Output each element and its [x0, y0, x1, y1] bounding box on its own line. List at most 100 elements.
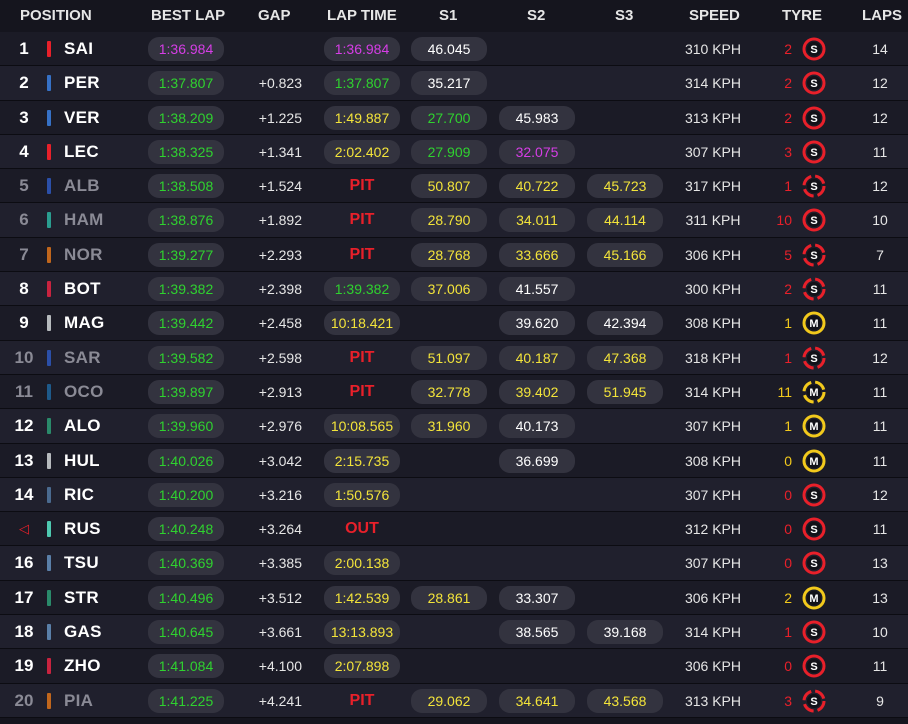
driver-row[interactable]: 20 PIA 1:41.225 +4.241 PIT 29.062 34.641 43.568… — [0, 683, 908, 718]
tyre-age: 11 — [777, 383, 792, 400]
sector-s1-time: 27.700 — [411, 105, 487, 130]
sector-s1-time: 28.861 — [411, 585, 487, 610]
last-lap-time: 10:08.565 — [324, 414, 400, 439]
last-lap-time: 2:00.138 — [324, 551, 400, 576]
best-lap-time: 1:40.369 — [148, 551, 224, 576]
sector-s3-time: 42.394 — [587, 311, 663, 336]
driver-code: HUL — [64, 450, 100, 470]
speed-trap: 308 KPH — [684, 452, 742, 469]
soft-tyre-icon: S — [802, 208, 826, 232]
driver-code: LEC — [64, 141, 99, 161]
driver-row[interactable]: 18 GAS 1:40.645 +3.661 13:13.893 38.565 39.168… — [0, 615, 908, 650]
sector-s2-time: 39.402 — [499, 379, 575, 404]
svg-text:S: S — [810, 181, 817, 193]
sector-s1-time: 28.768 — [411, 242, 487, 267]
position-number: 10 — [14, 347, 34, 367]
driver-row[interactable]: 14 RIC 1:40.200 +3.216 1:50.576 307 KPH 0 S 12 — [0, 477, 908, 513]
best-lap-time: 1:37.807 — [148, 71, 224, 96]
driver-code: SAI — [64, 39, 94, 58]
pit-status: PIT — [349, 245, 375, 263]
lap-count: 11 — [872, 315, 888, 332]
best-lap-time: 1:38.209 — [148, 105, 224, 130]
driver-row[interactable]: 1 SAI 1:36.984 1:36.984 46.045 310 KPH 2 S 14 — [0, 32, 908, 67]
driver-row[interactable]: 9 MAG 1:39.442 +2.458 10:18.421 39.620 42.394 3… — [0, 306, 908, 341]
sector-s2-time: 41.557 — [499, 277, 575, 302]
team-color-bar — [47, 589, 51, 606]
tyre-age: 1 — [784, 418, 792, 435]
lap-count: 11 — [872, 418, 888, 435]
header-laps: LAPS — [862, 7, 903, 24]
team-color-bar — [47, 349, 51, 366]
position-number: 17 — [14, 587, 34, 607]
driver-code: BOT — [64, 279, 101, 299]
header-speed: SPEED — [689, 7, 740, 24]
gap-value: +2.293 — [258, 246, 302, 263]
pit-status: PIT — [349, 691, 375, 709]
team-color-bar — [47, 383, 51, 400]
sector-s1-time: 31.960 — [411, 414, 487, 439]
gap-value: +3.512 — [258, 589, 302, 606]
lap-count: 11 — [872, 383, 888, 400]
sector-s3-time: 45.723 — [587, 174, 663, 199]
pit-status: PIT — [349, 177, 375, 195]
tyre-age: 1 — [784, 315, 792, 332]
soft-tyre-icon: S — [802, 620, 826, 644]
team-color-bar — [47, 555, 51, 572]
driver-row[interactable]: 3 VER 1:38.209 +1.225 1:49.887 27.700 45.983 31… — [0, 100, 908, 135]
gap-value: +3.042 — [258, 452, 302, 469]
driver-row[interactable]: 6 HAM 1:38.876 +1.892 PIT 28.790 34.011 44.114 3… — [0, 203, 908, 238]
team-color-bar — [47, 692, 51, 709]
tyre-age: 3 — [784, 143, 792, 160]
sector-s3-time: 44.114 — [587, 208, 663, 233]
driver-row[interactable]: 12 ALO 1:39.960 +2.976 10:08.565 31.960 40.173… — [0, 409, 908, 444]
driver-row[interactable]: 17 STR 1:40.496 +3.512 1:42.539 28.861 33.307 3… — [0, 580, 908, 616]
driver-row[interactable]: ◁ RUS 1:40.248 +3.264 OUT 312 KPH 0 S 11 — [0, 512, 908, 547]
tyre-age: 2 — [784, 589, 792, 606]
svg-text:S: S — [810, 627, 817, 639]
driver-row[interactable]: 2 PER 1:37.807 +0.823 1:37.807 35.217 314 KPH 2… — [0, 66, 908, 101]
driver-row[interactable]: 8 BOT 1:39.382 +2.398 1:39.382 37.006 41.557 30… — [0, 272, 908, 307]
tyre-age: 2 — [784, 281, 792, 298]
lap-count: 13 — [872, 555, 888, 572]
driver-row[interactable]: 11 OCO 1:39.897 +2.913 PIT 32.778 39.402 51.945… — [0, 374, 908, 410]
gap-value: +0.823 — [258, 75, 302, 92]
svg-text:S: S — [810, 113, 817, 125]
soft-tyre-icon: S — [802, 346, 826, 370]
driver-row[interactable]: 7 NOR 1:39.277 +2.293 PIT 28.768 33.666 45.166 3… — [0, 237, 908, 273]
driver-row[interactable]: 4 LEC 1:38.325 +1.341 2:02.402 27.909 32.075 30… — [0, 134, 908, 170]
gap-value: +2.398 — [258, 281, 302, 298]
tyre-age: 1 — [784, 178, 792, 195]
speed-trap: 314 KPH — [684, 75, 742, 92]
driver-code: OCO — [64, 381, 104, 401]
soft-tyre-icon: S — [802, 517, 826, 541]
position-number: 8 — [19, 279, 29, 299]
position-number: 3 — [19, 107, 29, 127]
team-color-bar — [47, 521, 51, 538]
svg-text:M: M — [809, 456, 818, 468]
sector-s2-time: 34.011 — [499, 208, 575, 233]
position-number: 6 — [19, 210, 29, 230]
tyre-age: 0 — [784, 555, 792, 572]
position-number: 12 — [14, 416, 34, 436]
lap-count: 11 — [872, 143, 888, 160]
speed-trap: 317 KPH — [684, 178, 742, 195]
driver-row[interactable]: 19 ZHO 1:41.084 +4.100 2:07.898 306 KPH 0 S 11 — [0, 649, 908, 684]
driver-code: GAS — [64, 622, 102, 642]
driver-row[interactable]: 16 TSU 1:40.369 +3.385 2:00.138 307 KPH 0 S 13 — [0, 546, 908, 581]
gap-value: +3.216 — [258, 486, 302, 503]
last-lap-time: 1:36.984 — [324, 37, 400, 61]
speed-trap: 311 KPH — [685, 212, 741, 229]
header-lap-time: LAP TIME — [327, 7, 397, 24]
speed-trap: 312 KPH — [684, 521, 742, 538]
last-lap-time: 2:15.735 — [324, 448, 400, 473]
driver-row[interactable]: 10 SAR 1:39.582 +2.598 PIT 51.097 40.187 47.368… — [0, 340, 908, 375]
sector-s2-time: 33.307 — [499, 585, 575, 610]
gap-value: +1.341 — [258, 143, 302, 160]
medium-tyre-icon: M — [802, 380, 826, 404]
driver-row[interactable]: 13 HUL 1:40.026 +3.042 2:15.735 36.699 308 KPH… — [0, 443, 908, 478]
driver-row[interactable]: 5 ALB 1:38.508 +1.524 PIT 50.807 40.722 45.723 3… — [0, 169, 908, 204]
team-color-bar — [47, 246, 51, 263]
lap-count: 10 — [872, 624, 888, 641]
gap-value: +1.524 — [258, 178, 302, 195]
gap-value — [238, 32, 302, 66]
